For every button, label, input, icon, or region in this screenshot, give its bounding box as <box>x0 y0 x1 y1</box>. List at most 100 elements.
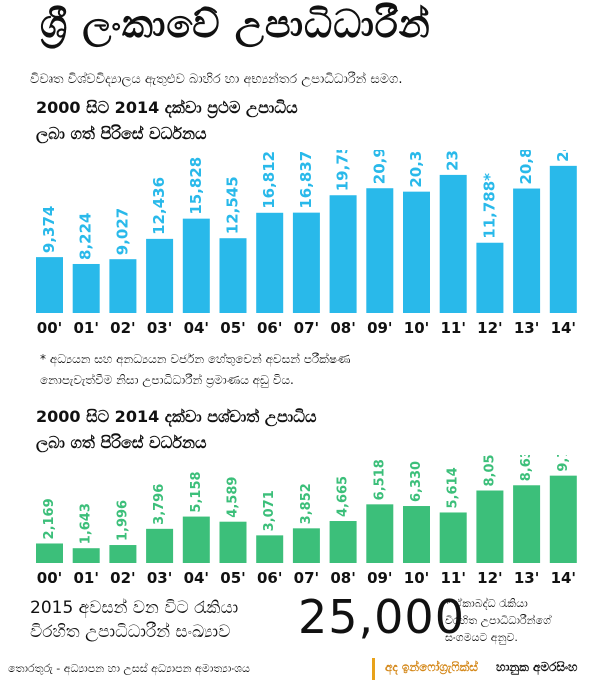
chart2-value-label-9: 6,518 <box>372 459 387 500</box>
chart1-bar-12 <box>476 242 504 313</box>
chart2-value-label-10: 6,330 <box>409 461 424 502</box>
chart2-value-label-3: 3,796 <box>152 484 167 525</box>
chart2-bar-4 <box>182 516 210 563</box>
credit-brand: අද ඉන්ෆෝග්‍රැෆික්ස් <box>385 660 478 674</box>
chart1-bar-9 <box>366 188 394 313</box>
page-title: ශ්‍රී ලංකාවේ උපාධිධාරීන් <box>40 2 431 46</box>
chart2-value-label-11: 5,614 <box>446 467 461 508</box>
chart1-bar-3 <box>146 238 174 313</box>
chart2-category-label-3: 03' <box>147 569 172 587</box>
chart2-bar-14 <box>549 475 577 563</box>
chart2-bar-12 <box>476 490 504 563</box>
chart2-value-label-2: 1,996 <box>115 500 130 541</box>
chart2-bar-2 <box>109 545 137 563</box>
chart1-category-label-9: 09' <box>367 319 392 337</box>
chart2-category-label-2: 02' <box>110 569 135 587</box>
chart2-value-label-7: 3,852 <box>299 483 314 524</box>
chart1-category-label-8: 08' <box>330 319 355 337</box>
credit-name: හානුක අමරසිංහ <box>496 660 578 674</box>
chart1-value-label-7: 16,837 <box>297 151 315 209</box>
chart1-value-label-13: 20,880 <box>517 150 535 185</box>
chart2-category-label-5: 05' <box>220 569 245 587</box>
chart2-bar-9 <box>366 504 394 563</box>
chart1-value-label-1: 8,224 <box>77 213 95 260</box>
chart2-value-label-13: 8,636 <box>519 455 534 481</box>
summary-number: 25,000 <box>298 590 465 644</box>
chart1-bar-chart: 9,374 00' 8,224 01' 9,027 02' 12,436 03' 15,828 0… <box>36 150 577 337</box>
chart1-title-line2: ලබා ගත් පිරිසේ වර්ධනය <box>36 124 207 143</box>
chart1-category-label-3: 03' <box>147 319 172 337</box>
chart1-category-label-13: 13' <box>514 319 539 337</box>
chart1-value-label-12: 11,788* <box>480 173 498 239</box>
footnote-line1: * අධ්‍යයන සහ අනධ්‍යයන වර්ජන හේතුවෙන් අවස… <box>40 352 351 366</box>
chart1-value-label-3: 12,436 <box>150 177 168 235</box>
chart1-bar-13 <box>513 188 541 313</box>
chart1-category-label-11: 11' <box>440 319 465 337</box>
chart2-value-label-12: 8,054 <box>482 455 497 487</box>
chart1-value-label-5: 12,545 <box>224 176 242 234</box>
chart1-value-label-8: 19,755 <box>334 150 352 191</box>
chart1-value-label-11: 23,167 <box>444 150 462 171</box>
chart2-title-line1: 2000 සිට 2014 දක්වා පශ්චාත් උපාධිය <box>36 407 317 426</box>
chart2-value-label-1: 1,643 <box>79 503 94 544</box>
chart2-category-label-1: 01' <box>73 569 98 587</box>
chart2-category-label-9: 09' <box>367 569 392 587</box>
summary-note-line3: සංගමයට අනුව. <box>445 631 518 644</box>
chart2-value-label-5: 4,589 <box>226 477 241 518</box>
chart1-bar-6 <box>256 212 284 313</box>
summary-note-line2: විරහිත උපාධිධාරීන්ගේ <box>445 614 551 627</box>
chart2-category-label-4: 04' <box>184 569 209 587</box>
chart1-bar-7 <box>292 212 320 313</box>
chart1-bar-8 <box>329 195 357 313</box>
chart2-category-label-7: 07' <box>294 569 319 587</box>
chart1-title-line1: 2000 සිට 2014 දක්වා ප්‍රථම උපාධිය <box>36 98 298 117</box>
chart1-category-label-6: 06' <box>257 319 282 337</box>
credit-divider <box>372 658 375 680</box>
chart2-category-label-10: 10' <box>404 569 429 587</box>
chart2-value-label-4: 5,158 <box>189 471 204 512</box>
chart2-value-label-0: 2,169 <box>42 498 57 539</box>
chart2-value-label-6: 3,071 <box>262 490 277 531</box>
chart2-bar-1 <box>72 548 100 563</box>
chart2-bar-3 <box>146 528 174 563</box>
chart2-value-label-8: 4,665 <box>336 476 351 517</box>
chart2-category-label-12: 12' <box>477 569 502 587</box>
chart2-bar-chart: 2,169 00' 1,643 01' 1,996 02' 3,796 03' 5,158 04'… <box>36 455 577 587</box>
chart1-category-label-4: 04' <box>184 319 209 337</box>
footnote-line2: නොපැවැත්වීම නිසා උපාධිධාරීන් ප්‍රමාණය අඩ… <box>40 373 294 387</box>
chart1-value-label-14: 24,685 <box>554 150 572 162</box>
chart2-bar-5 <box>219 521 247 563</box>
chart1-category-label-7: 07' <box>294 319 319 337</box>
chart1-category-label-5: 05' <box>220 319 245 337</box>
chart1-value-label-10: 20,357 <box>407 150 425 188</box>
chart2-bar-7 <box>292 528 320 563</box>
chart2-title-line2: ලබා ගත් පිරිසේ වර්ධනය <box>36 433 207 452</box>
chart1-value-label-4: 15,828 <box>187 157 205 215</box>
chart2-category-label-0: 00' <box>37 569 62 587</box>
chart1-bar-2 <box>109 259 137 313</box>
page-subtitle: විවෘත විශ්වවිද්‍යාලය ඇතුළුව බාහිර හා අභ්… <box>30 72 403 87</box>
chart2-bar-10 <box>403 506 430 563</box>
chart1-bar-5 <box>219 238 247 313</box>
chart1-value-label-2: 9,027 <box>113 208 131 255</box>
chart2-bar-13 <box>513 485 541 563</box>
chart1-bar-0 <box>36 257 63 313</box>
chart1-value-label-0: 9,374 <box>40 206 58 253</box>
chart2-bar-11 <box>439 512 467 563</box>
chart2-category-label-8: 08' <box>330 569 355 587</box>
chart1-bar-14 <box>549 165 577 313</box>
chart1-bar-4 <box>182 218 210 313</box>
source-text: තොරතුරු - අධ්‍යාපන හා උසස් අධ්‍යාපන අමාත… <box>8 662 250 675</box>
chart2-bar-0 <box>36 543 63 563</box>
chart2-category-label-13: 13' <box>514 569 539 587</box>
chart2-category-label-11: 11' <box>440 569 465 587</box>
chart1-bar-10 <box>403 191 430 313</box>
chart1-value-label-9: 20,931 <box>370 150 388 184</box>
chart1-category-label-12: 12' <box>477 319 502 337</box>
chart1-bar-1 <box>72 263 100 313</box>
chart1-category-label-10: 10' <box>404 319 429 337</box>
summary-note-line1: * ඒකාබද්ධ රැකියා <box>445 597 528 610</box>
chart2-category-label-14: 14' <box>551 569 576 587</box>
chart2-bar-8 <box>329 521 357 563</box>
chart2-value-label-14: 9,705 <box>556 455 571 472</box>
